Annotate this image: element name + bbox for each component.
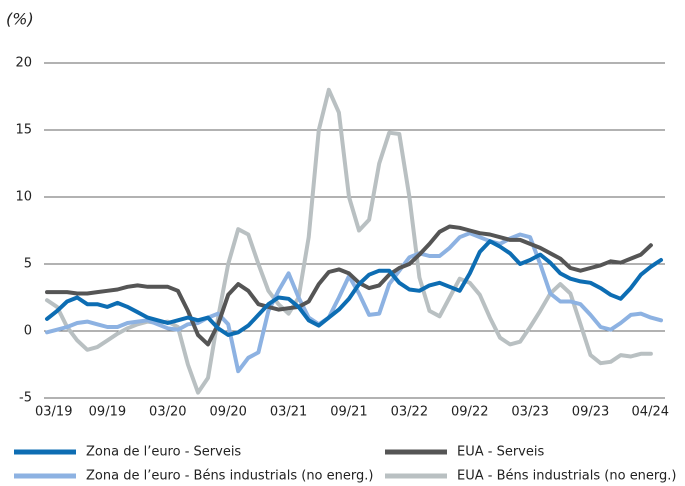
series-line — [45, 231, 663, 374]
legend-label: Zona de l’euro - Béns industrials (no en… — [86, 469, 373, 484]
series-line — [45, 239, 663, 337]
x-tick-label: 04/24 — [632, 405, 669, 420]
y-tick-label: 15 — [15, 123, 32, 138]
x-tick-label: 09/21 — [330, 405, 367, 420]
x-tick-label: 03/21 — [270, 405, 307, 420]
y-tick-label: 10 — [15, 190, 32, 205]
y-tick-label: 20 — [15, 56, 32, 71]
x-tick-label: 09/23 — [572, 405, 609, 420]
series-line — [45, 87, 653, 395]
x-tick-label: 03/19 — [35, 405, 72, 420]
x-tick-label: 03/23 — [511, 405, 548, 420]
legend-label: Zona de l’euro - Serveis — [86, 445, 241, 460]
legend-label: EUA - Béns industrials (no energ.) — [457, 469, 677, 484]
y-tick-label: 5 — [24, 257, 32, 272]
x-tick-label: 03/20 — [149, 405, 186, 420]
y-tick-label: 0 — [24, 324, 32, 339]
x-tick-label: 03/22 — [391, 405, 428, 420]
series-line — [45, 224, 653, 347]
x-tick-label: 09/22 — [451, 405, 488, 420]
x-tick-label: 09/19 — [89, 405, 126, 420]
legend-label: EUA - Serveis — [457, 445, 544, 460]
y-tick-label: -5 — [19, 391, 32, 406]
x-tick-label: 09/20 — [209, 405, 246, 420]
y-axis-label: (%) — [6, 10, 34, 29]
